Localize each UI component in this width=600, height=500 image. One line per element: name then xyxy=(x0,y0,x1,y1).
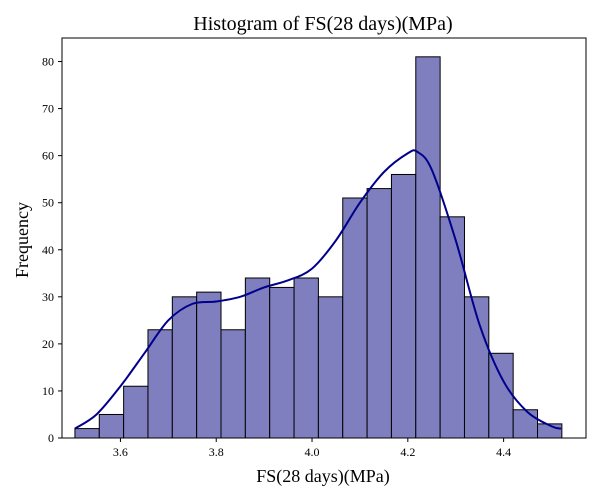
histogram-bars xyxy=(74,56,563,439)
histogram-bar xyxy=(147,329,173,439)
y-tick-label: 70 xyxy=(42,102,54,116)
histogram-bar xyxy=(293,277,319,439)
chart-title: Histogram of FS(28 days)(MPa) xyxy=(193,13,452,35)
histogram-bar xyxy=(171,296,198,439)
y-tick-label: 20 xyxy=(42,337,54,351)
histogram-bar xyxy=(439,216,465,439)
y-tick-label: 0 xyxy=(48,431,54,445)
histogram-bar xyxy=(512,409,539,439)
histogram-bar xyxy=(220,329,246,439)
histogram-bar xyxy=(317,296,344,439)
x-axis-label: FS(28 days)(MPa) xyxy=(256,466,390,487)
y-axis-label: Frequency xyxy=(12,202,32,278)
histogram-bar xyxy=(366,188,392,439)
histogram-bar xyxy=(390,173,417,439)
histogram-bar xyxy=(488,352,514,439)
histogram-bar xyxy=(196,291,222,439)
kde-curve-group xyxy=(74,149,562,430)
x-tick-label: 4.0 xyxy=(305,445,320,459)
x-tick-label: 3.8 xyxy=(209,445,224,459)
y-tick-label: 60 xyxy=(42,149,54,163)
x-tick-label: 4.2 xyxy=(400,445,415,459)
histogram-bar xyxy=(415,56,441,439)
histogram-bar xyxy=(342,197,368,439)
y-tick-label: 80 xyxy=(42,55,54,69)
histogram-bar xyxy=(98,413,125,439)
histogram-bar xyxy=(244,277,271,439)
histogram-bar xyxy=(269,286,295,439)
histogram-bar xyxy=(123,385,149,439)
axes: 3.6 3.8 4.0 4.2 4.4 0 10 20 30 40 50 60 70 80 xyxy=(42,37,587,459)
histogram-bar xyxy=(74,428,100,439)
kde-curve xyxy=(74,149,562,430)
y-tick-label: 30 xyxy=(42,290,54,304)
y-tick-label: 40 xyxy=(42,243,54,257)
x-tick-label: 3.6 xyxy=(113,445,128,459)
histogram-bar xyxy=(463,296,490,439)
x-tick-label: 4.4 xyxy=(496,445,511,459)
y-tick-label: 50 xyxy=(42,196,54,210)
y-tick-label: 10 xyxy=(42,384,54,398)
plot-frame xyxy=(61,37,587,439)
